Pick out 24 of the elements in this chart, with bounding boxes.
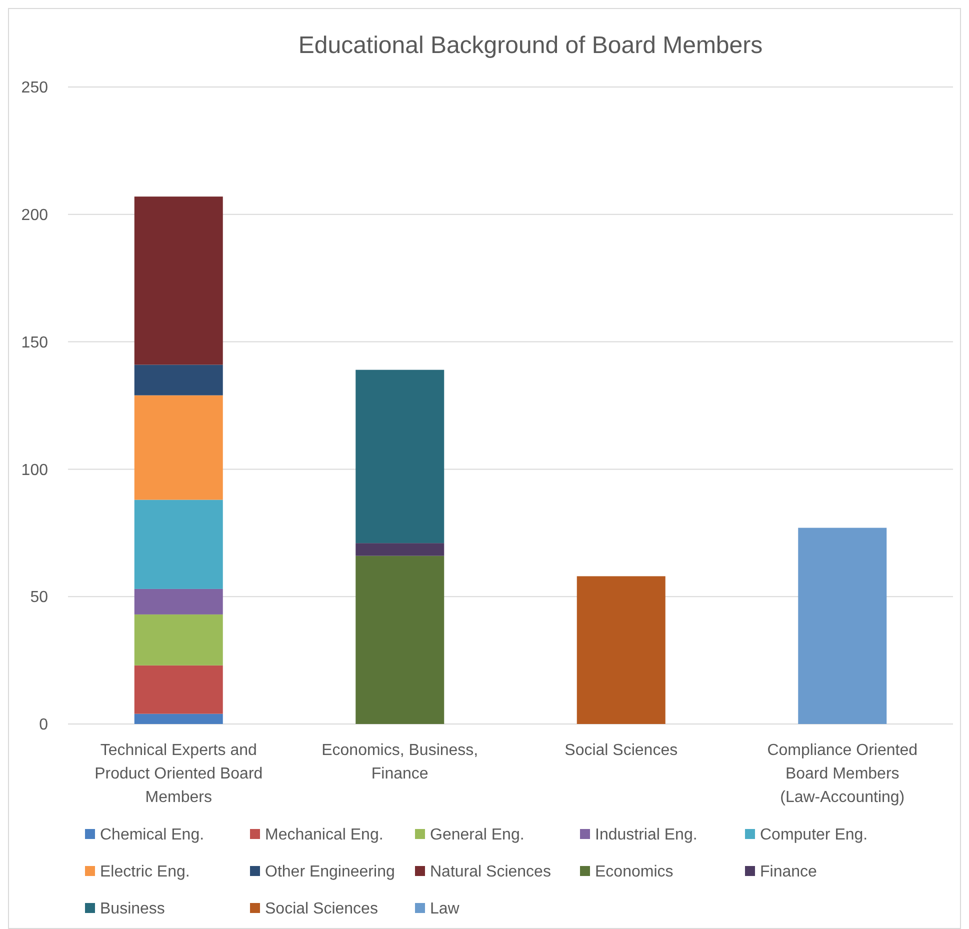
legend-label: Industrial Eng.: [595, 826, 698, 844]
legend-label: Electric Eng.: [100, 864, 190, 881]
legend-label: Law: [430, 900, 460, 918]
legend-label: Economics: [595, 864, 674, 881]
y-tick-label: 200: [21, 207, 48, 224]
legend-label: Business: [100, 900, 165, 918]
y-tick-label: 150: [21, 334, 48, 352]
legend-label: Other Engineering: [265, 864, 395, 881]
x-tick-label: Compliance Oriented Board Members (Law-Accounting): [767, 742, 918, 806]
legend-label: Natural Sciences: [430, 864, 551, 881]
x-tick-label: Technical Experts and Product Oriented Board Members: [94, 742, 263, 806]
y-tick-label: 50: [30, 589, 48, 606]
legend-label: Chemical Eng.: [100, 826, 204, 844]
y-tick-label: 0: [39, 716, 48, 734]
y-tick-label: 100: [21, 462, 48, 479]
x-tick-label: Economics, Business, Finance: [322, 742, 478, 782]
legend-label: General Eng.: [430, 826, 524, 844]
y-tick-label: 250: [21, 80, 48, 97]
x-tick-label: Social Sciences: [564, 742, 678, 759]
legend-label: Computer Eng.: [760, 826, 868, 844]
chart-title: Educational Background of Board Members: [298, 32, 763, 59]
legend-label: Finance: [760, 864, 818, 881]
legend-label: Social Sciences: [265, 900, 378, 918]
legend-label: Mechanical Eng.: [265, 826, 384, 844]
